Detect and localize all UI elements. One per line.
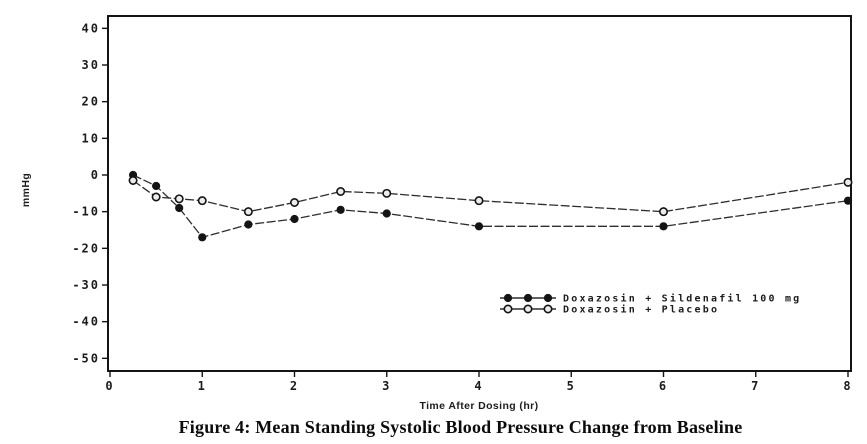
data-point-open (289, 198, 299, 208)
data-point-filled (244, 220, 253, 229)
data-point-open (174, 194, 184, 204)
x-tick-label: 0 (105, 379, 114, 393)
data-point-open (658, 207, 668, 217)
legend-entry: Doxazosin + Sildenafil 100 mg (500, 293, 801, 305)
x-tick-label: 6 (659, 379, 668, 393)
data-point-open (197, 196, 207, 206)
x-axis-title: Time After Dosing (hr) (419, 400, 538, 412)
y-tick-label: 20 (82, 95, 100, 109)
y-tick-label: 30 (82, 58, 100, 72)
y-tick-label: -50 (72, 351, 100, 365)
legend-entry: Doxazosin + Placebo (500, 304, 719, 316)
y-tick-label: -20 (72, 241, 100, 255)
data-point-open (474, 196, 484, 206)
data-point-filled (843, 196, 853, 205)
data-point-filled (474, 222, 484, 231)
series-placebo (128, 176, 853, 217)
y-tick-label: -10 (72, 205, 100, 219)
data-point-open (151, 192, 161, 202)
plot-frame (107, 15, 852, 372)
data-point-filled (152, 181, 161, 191)
y-tick-label: 40 (82, 21, 100, 35)
y-axis-title: mmHg (20, 173, 32, 207)
data-point-open (543, 304, 553, 314)
data-point-filled (523, 293, 533, 303)
data-point-filled (198, 233, 207, 242)
data-point-open (843, 177, 853, 187)
data-point-open (523, 304, 533, 314)
data-point-filled (336, 205, 345, 214)
data-point-open (336, 187, 346, 197)
x-tick-label: 7 (751, 379, 760, 393)
x-tick-label: 5 (567, 379, 576, 393)
series-line (132, 179, 849, 213)
figure-caption: Figure 4: Mean Standing Systolic Blood P… (178, 417, 743, 437)
data-point-filled (543, 293, 553, 303)
x-tick-label: 3 (382, 379, 391, 393)
series-sildenafil (128, 170, 853, 242)
y-tick-label: 0 (91, 168, 100, 182)
series-line (132, 174, 849, 239)
data-point-open (243, 207, 253, 217)
y-tick-label: -40 (72, 315, 100, 329)
y-tick-label: 10 (82, 131, 100, 145)
data-point-filled (659, 222, 668, 231)
x-tick-label: 4 (474, 379, 483, 393)
legend-label: Doxazosin + Sildenafil 100 mg (563, 293, 801, 305)
data-point-filled (290, 214, 299, 224)
data-point-filled (503, 293, 513, 303)
blood-pressure-line-chart: 40 30 20 10 0 -10 -20 -30 -40 -50 0 1 2 3 4 5 6 7 8 Time Af… (20, 15, 853, 412)
data-point-open (382, 188, 392, 198)
data-point-filled (382, 209, 391, 218)
data-point-open (128, 176, 138, 186)
data-point-filled (175, 203, 184, 213)
x-tick-label: 2 (290, 379, 299, 393)
x-tick-label: 8 (843, 379, 852, 393)
x-tick-label: 1 (198, 379, 207, 393)
legend-label: Doxazosin + Placebo (563, 304, 719, 316)
data-point-open (503, 304, 513, 314)
y-tick-label: -30 (72, 278, 100, 292)
